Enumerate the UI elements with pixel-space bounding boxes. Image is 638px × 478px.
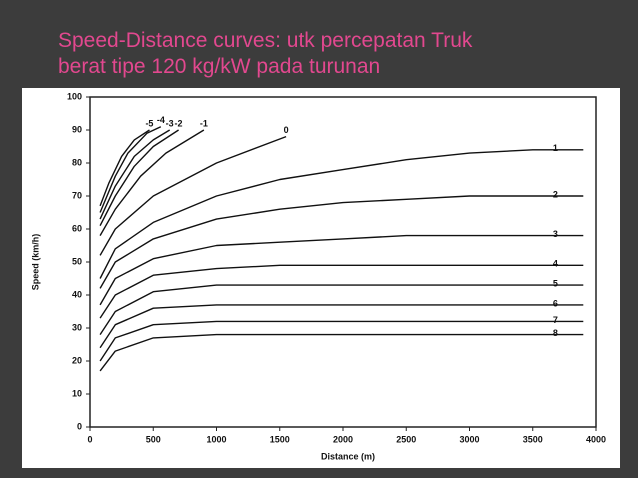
y-tick-label: 50 xyxy=(72,256,82,266)
speed-curve xyxy=(99,333,584,372)
y-tick-label: 60 xyxy=(72,223,82,233)
curve-label: -4 xyxy=(157,115,165,125)
speed-curve xyxy=(99,129,150,207)
curve-label: 8 xyxy=(553,328,558,338)
y-tick-label: 10 xyxy=(72,388,82,398)
curve-label: -2 xyxy=(175,118,183,128)
y-tick-label: 20 xyxy=(72,355,82,365)
y-tick-label: 100 xyxy=(67,91,82,101)
x-tick-label: 0 xyxy=(87,434,92,444)
y-tick-label: 90 xyxy=(72,124,82,134)
speed-curve xyxy=(99,284,584,335)
y-tick-label: 80 xyxy=(72,157,82,167)
title-line: Speed-Distance curves: utk percepatan Tr… xyxy=(58,29,473,52)
curve-label: 0 xyxy=(284,125,289,135)
y-axis-label: Speed (km/h) xyxy=(30,234,40,291)
x-tick-label: 4000 xyxy=(586,434,606,444)
speed-curve xyxy=(99,126,162,213)
curve-label: 3 xyxy=(553,229,558,239)
y-tick-label: 70 xyxy=(72,190,82,200)
curve-label: -3 xyxy=(166,118,174,128)
x-axis-label: Distance (m) xyxy=(321,451,375,461)
speed-curve xyxy=(99,129,179,227)
x-tick-label: 3500 xyxy=(523,434,543,444)
x-tick-label: 1000 xyxy=(206,434,226,444)
curve-label: 7 xyxy=(553,315,558,325)
speed-curve xyxy=(99,129,205,236)
speed-curve xyxy=(99,320,584,362)
speed-curve xyxy=(99,135,287,256)
x-tick-label: 2500 xyxy=(396,434,416,444)
speed-curve xyxy=(99,264,584,319)
curve-label: 5 xyxy=(553,278,558,288)
chart-background xyxy=(22,88,620,468)
x-tick-label: 1500 xyxy=(270,434,290,444)
y-tick-label: 0 xyxy=(77,421,82,431)
x-tick-label: 3000 xyxy=(459,434,479,444)
speed-curve xyxy=(99,129,171,220)
curve-label: 4 xyxy=(553,259,558,269)
speed-curve xyxy=(99,149,584,279)
x-tick-label: 500 xyxy=(146,434,161,444)
y-tick-label: 40 xyxy=(72,289,82,299)
speed-curve xyxy=(99,234,584,306)
curve-label: 6 xyxy=(553,298,558,308)
curve-label: 1 xyxy=(553,143,558,153)
slide-title: Speed-Distance curves: utk percepatan Tr… xyxy=(58,28,472,80)
curve-label: 2 xyxy=(553,189,558,199)
curve-label: -5 xyxy=(145,118,153,128)
x-tick-label: 2000 xyxy=(333,434,353,444)
title-line: berat tipe 120 kg/kW pada turunan xyxy=(58,55,381,78)
y-tick-label: 30 xyxy=(72,322,82,332)
speed-curve xyxy=(99,304,584,349)
curve-label: -1 xyxy=(200,118,208,128)
speed-curve xyxy=(99,195,584,289)
